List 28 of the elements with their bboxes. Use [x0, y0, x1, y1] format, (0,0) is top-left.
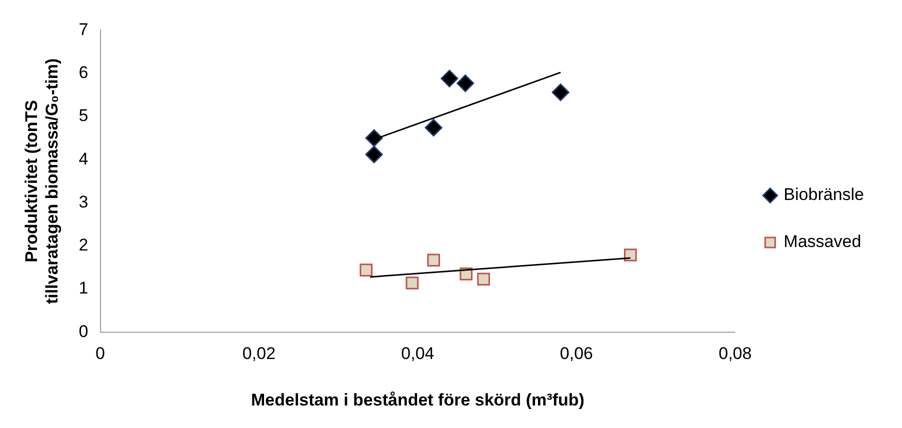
point [456, 74, 474, 92]
point [477, 272, 490, 286]
x-tick-label: 0,08 [718, 344, 752, 364]
y-tick-label: 1 [78, 278, 88, 298]
legend-label: Massaved [784, 232, 862, 252]
y-axis-title: Produktivitet (tonTS tillvaratagen biomassa/G₀-tim) [22, 58, 62, 304]
y-tick-label: 2 [78, 236, 88, 255]
y-tick-label: 0 [78, 322, 88, 341]
point [440, 70, 458, 88]
point [624, 248, 637, 262]
point [424, 118, 442, 136]
point [365, 146, 383, 164]
y-tick-label: 4 [78, 149, 88, 168]
y-tick-label: 5 [78, 106, 88, 126]
y-tick-label: 7 [78, 20, 88, 39]
y-tick-label: 6 [78, 63, 88, 82]
point [427, 254, 440, 267]
x-tick-label: 0 [96, 344, 105, 364]
x-axis-title: Medelstam i beståndet före skörd (m³fub) [250, 390, 584, 410]
legend-label: Biobränsle [784, 185, 864, 204]
point [406, 276, 419, 290]
y-tick-label: 3 [78, 192, 88, 212]
point [552, 84, 570, 102]
x-tick-label: 0,04 [401, 344, 434, 364]
x-tick-label: 0,06 [560, 344, 593, 364]
point [365, 129, 383, 147]
x-tick-label: 0,02 [242, 344, 276, 364]
point [360, 264, 373, 276]
